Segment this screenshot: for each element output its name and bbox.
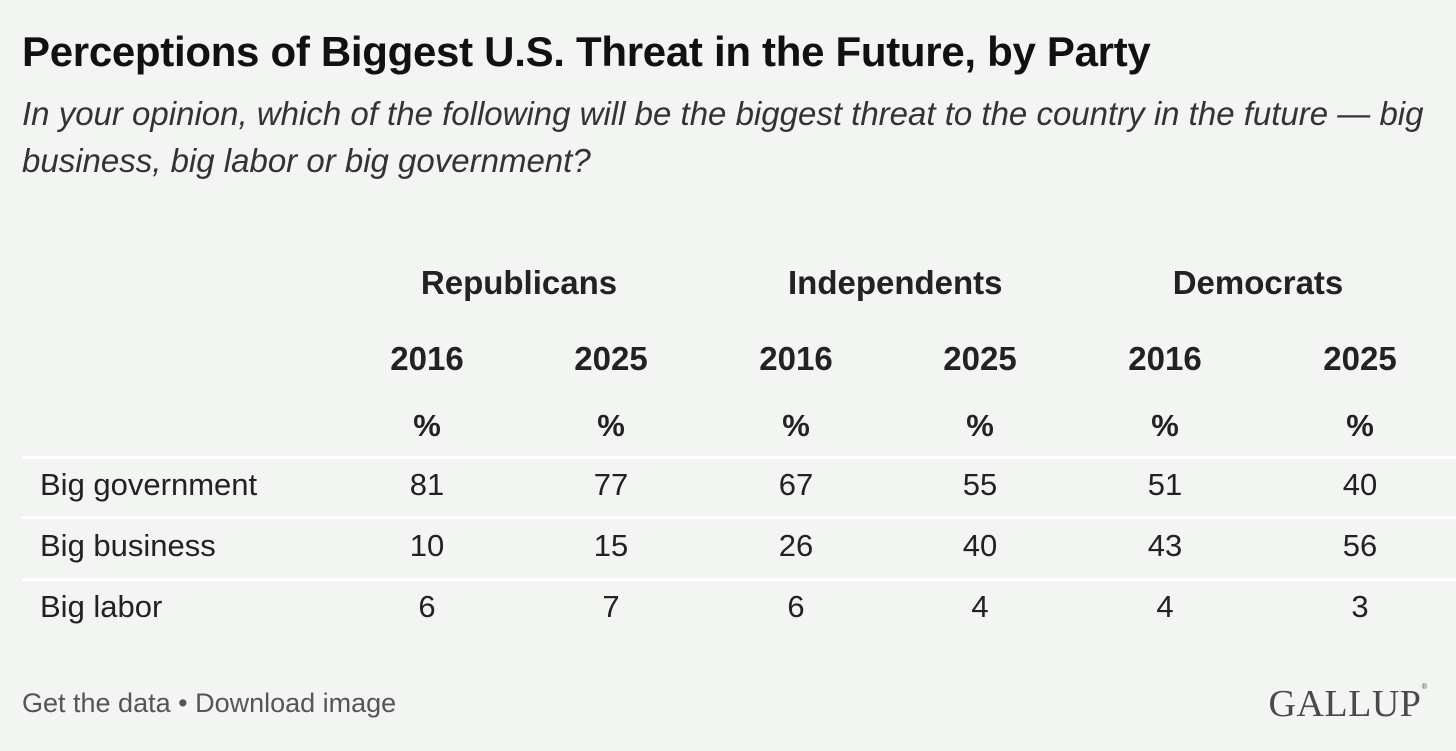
row-divider	[22, 456, 1456, 459]
row-label: Big government	[40, 467, 258, 502]
table-cell: 7	[602, 589, 620, 624]
table-cell: 4	[971, 589, 989, 624]
table-cell: 43	[1147, 528, 1183, 563]
table-cell: 4	[1156, 589, 1174, 624]
year-header: 2025	[574, 340, 648, 377]
group-header: Republicans	[420, 264, 618, 301]
table-cell: 26	[778, 528, 814, 563]
row-label: Big business	[40, 528, 216, 563]
group-header: Democrats	[1172, 264, 1344, 301]
row-divider	[22, 578, 1456, 581]
unit-header: %	[782, 408, 810, 443]
chart-title: Perceptions of Biggest U.S. Threat in th…	[22, 28, 1151, 75]
year-header: 2016	[759, 340, 833, 377]
table-cell: 6	[418, 589, 436, 624]
table-cell: 6	[787, 589, 805, 624]
unit-header: %	[1151, 408, 1179, 443]
table-cell: 81	[409, 467, 445, 502]
table-cell: 56	[1342, 528, 1378, 563]
download-image-link[interactable]: Download image	[195, 688, 397, 718]
unit-header: %	[1346, 408, 1374, 443]
year-header: 2025	[943, 340, 1017, 377]
chart-subtitle: In your opinion, which of the following …	[22, 95, 1424, 179]
row-label: Big labor	[40, 589, 163, 624]
separator: •	[170, 688, 196, 718]
year-header: 2016	[390, 340, 464, 377]
year-header: 2025	[1323, 340, 1397, 377]
table-cell: 40	[1342, 467, 1378, 502]
row-divider	[22, 516, 1456, 519]
footer-links: Get the data • Download image	[22, 688, 396, 719]
year-header: 2016	[1128, 340, 1202, 377]
table-cell: 15	[593, 528, 629, 563]
table-cell: 10	[409, 528, 445, 563]
table-cell: 51	[1147, 467, 1183, 502]
group-header: Independents	[788, 264, 1003, 301]
logo-text: GALLUP	[1268, 683, 1422, 725]
gallup-logo: GALLUP®	[1268, 682, 1428, 725]
get-data-link[interactable]: Get the data	[22, 688, 171, 718]
unit-header: %	[597, 408, 625, 443]
table-cell: 40	[962, 528, 998, 563]
unit-header: %	[966, 408, 994, 443]
table-cell: 3	[1351, 589, 1369, 624]
table-cell: 77	[593, 467, 629, 502]
unit-header: %	[413, 408, 441, 443]
table-cell: 67	[778, 467, 814, 502]
table-cell: 55	[962, 467, 998, 502]
